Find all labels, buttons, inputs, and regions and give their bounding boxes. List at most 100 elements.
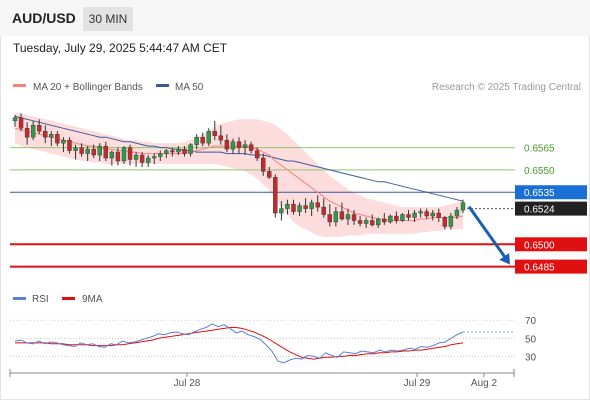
current-price-tag — [515, 185, 587, 200]
candle-body — [85, 148, 90, 154]
ma20-legend-swatch — [13, 84, 26, 87]
support-tag — [515, 259, 587, 274]
candle-body — [357, 220, 363, 224]
candle-body — [382, 218, 387, 223]
candle-body — [115, 151, 121, 162]
rsi-tick-label: 50 — [525, 334, 537, 345]
candle-body — [212, 131, 217, 136]
candle-body — [297, 205, 302, 212]
candle-body — [279, 208, 284, 214]
bollinger-band — [15, 113, 463, 237]
candle-body — [67, 139, 72, 151]
candle-body — [248, 144, 254, 151]
rsi-ma-legend-label: 9MA — [82, 294, 103, 305]
candle-body — [254, 150, 260, 159]
candle-body — [224, 139, 230, 150]
candle-body — [267, 171, 272, 178]
timestamp: Tuesday, July 29, 2025 5:44:47 AM CET — [13, 41, 228, 55]
candle-body — [218, 135, 224, 141]
candle-body — [327, 214, 333, 223]
rsi-legend-label: RSI — [32, 294, 49, 305]
x-tick-label: Jul 28 — [174, 378, 201, 389]
candle-body — [139, 154, 145, 163]
candle-body — [351, 214, 357, 221]
candle-body — [49, 134, 54, 138]
candle-body — [97, 145, 102, 156]
candle-body — [333, 211, 339, 223]
candle-body — [109, 151, 115, 159]
candle-body — [152, 156, 157, 159]
candle-body — [12, 117, 18, 122]
candle-body — [321, 206, 326, 215]
ma50-legend-label: MA 50 — [175, 82, 204, 93]
candle-body — [394, 215, 399, 221]
candle-body — [309, 202, 314, 209]
candle-body — [400, 214, 405, 221]
rsi-tick-label: 30 — [525, 352, 537, 363]
candle-body — [158, 153, 163, 157]
resistance-label: 0.6550 — [524, 166, 555, 177]
candle-body — [436, 212, 441, 218]
candle-body — [182, 148, 187, 154]
rsi-line — [14, 323, 464, 364]
candle-body — [91, 148, 96, 156]
candle-body — [345, 214, 351, 220]
candle-body — [206, 131, 211, 144]
timeframe-badge[interactable]: 30 MIN — [83, 7, 133, 31]
candle-body — [424, 211, 429, 217]
candle-body — [145, 157, 151, 163]
candle-body — [43, 131, 48, 138]
candle-body — [24, 128, 30, 138]
candle-body — [315, 202, 320, 208]
candle-body — [285, 203, 290, 209]
support-label: 0.6500 — [524, 240, 555, 251]
candle-body — [230, 141, 236, 150]
ma50-legend-swatch — [156, 84, 169, 87]
candle-body — [273, 177, 278, 214]
rsi-tick-label: 70 — [525, 316, 537, 327]
candle-body — [194, 136, 199, 145]
candle-body — [170, 150, 175, 153]
rsi-legend-swatch — [13, 297, 26, 300]
candle-body — [339, 211, 345, 220]
candle-body — [127, 147, 133, 160]
candle-body — [242, 144, 248, 148]
candle-body — [200, 136, 205, 144]
candle-body — [73, 147, 78, 151]
candle-body — [291, 203, 296, 212]
candle-body — [121, 147, 127, 162]
candle-body — [454, 209, 460, 217]
candle-body — [412, 212, 417, 218]
current-price-label: 0.6535 — [524, 188, 555, 199]
resistance-label: 0.6565 — [524, 144, 555, 155]
pivot-tag — [515, 201, 587, 216]
candle-body — [442, 217, 448, 227]
support-tag — [515, 237, 587, 252]
candle-body — [55, 134, 60, 144]
symbol-title: AUD/USD — [12, 10, 76, 26]
candle-body — [103, 145, 109, 159]
x-tick-label: Aug 2 — [471, 378, 498, 389]
candle-body — [30, 125, 36, 138]
candle-body — [176, 148, 181, 153]
candle-body — [430, 212, 435, 217]
candle-body — [376, 218, 381, 226]
candle-body — [406, 214, 411, 218]
rsi-ma-line — [15, 327, 464, 360]
header-bar: AUD/USD 30 MIN — [0, 0, 590, 36]
rsi-ma-legend-swatch — [62, 297, 75, 300]
candle-body — [261, 157, 266, 172]
credit-text: Research © 2025 Trading Central — [432, 82, 581, 93]
candle-body — [18, 117, 24, 129]
candle-body — [61, 139, 66, 144]
candle-body — [369, 220, 375, 226]
candle-body — [448, 215, 454, 227]
candle-body — [460, 202, 466, 211]
candle-body — [388, 215, 393, 223]
candle-body — [133, 154, 139, 160]
pivot-label: 0.6524 — [524, 205, 555, 216]
projection-arrow-head — [499, 252, 510, 265]
candle-body — [164, 150, 169, 154]
candle-body — [37, 125, 42, 132]
